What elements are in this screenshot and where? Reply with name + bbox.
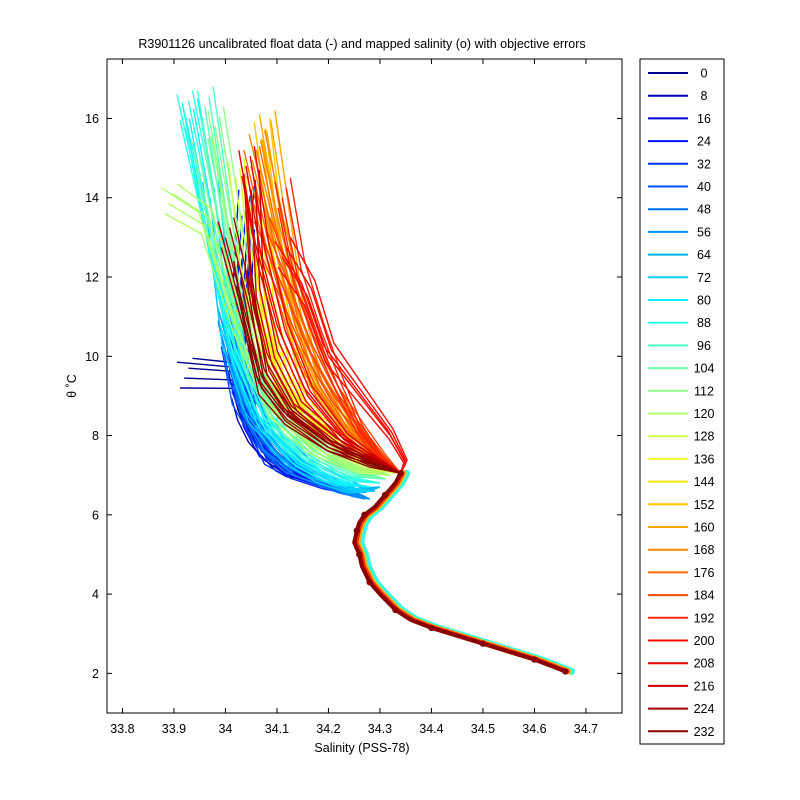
series-232-trace-0 [240, 276, 401, 474]
series-184-trace-4 [253, 221, 402, 474]
series-232-trace-4 [233, 260, 401, 474]
y-axis-ticks: 2 4 6 8 10 12 14 16 [85, 112, 622, 681]
mapped-salinity-point [353, 527, 360, 534]
legend-label-128: 128 [694, 430, 715, 444]
y-tick-label: 2 [92, 667, 99, 681]
legend-label-32: 32 [697, 157, 711, 171]
legend-label-88: 88 [697, 316, 711, 330]
y-tick-label: 16 [85, 112, 99, 126]
mapped-salinity-point [531, 656, 538, 663]
series-224-trace-3 [233, 217, 401, 474]
x-tick-label: 34.3 [368, 722, 392, 736]
series-56-trace-2 [220, 334, 370, 500]
y-tick-label: 14 [85, 191, 99, 205]
series-72-trace-4 [202, 181, 375, 492]
legend-label-216: 216 [694, 679, 715, 693]
legend-label-168: 168 [694, 543, 715, 557]
mapped-salinity-point [381, 491, 389, 499]
mapped-salinity-point [428, 624, 435, 631]
legend-label-96: 96 [697, 339, 711, 353]
mapped-salinity-point [392, 606, 399, 614]
legend-label-192: 192 [694, 611, 715, 625]
legend-label-16: 16 [697, 112, 711, 126]
legend-label-176: 176 [694, 566, 715, 580]
chart-title: R3901126 uncalibrated float data (-) and… [138, 37, 585, 51]
legend-label-160: 160 [694, 521, 715, 535]
x-tick-label: 33.8 [110, 722, 134, 736]
mapped-salinity-point [361, 511, 368, 518]
legend-label-80: 80 [697, 294, 711, 308]
legend-label-48: 48 [697, 203, 711, 217]
series-line-200 [274, 237, 408, 474]
legend-label-232: 232 [694, 725, 715, 739]
x-tick-label: 34.2 [316, 722, 340, 736]
legend-label-8: 8 [701, 89, 708, 103]
series-line-120 [161, 183, 391, 476]
mapped-salinity-point [562, 668, 569, 675]
series-200-trace-4 [274, 240, 406, 474]
x-tick-label: 34.6 [522, 722, 546, 736]
series-104-trace-0 [199, 157, 386, 480]
x-axis-ticks: 33.8 33.9 34 34.1 34.2 34.3 34.4 34.5 34.6 34.7 [110, 59, 598, 736]
y-tick-label: 8 [92, 429, 99, 443]
legend-label-184: 184 [694, 589, 715, 603]
x-tick-label: 34.7 [574, 722, 598, 736]
x-tick-label: 34.5 [471, 722, 495, 736]
legend-label-0: 0 [701, 67, 708, 81]
series-line-232 [233, 257, 401, 474]
series-216-trace-3 [258, 169, 401, 474]
series-192-trace-4 [274, 181, 402, 474]
legend-label-104: 104 [694, 362, 715, 376]
series-32-trace-2 [231, 306, 355, 496]
legend-label-120: 120 [694, 407, 715, 421]
legend-label-72: 72 [697, 271, 711, 285]
x-axis-label: Salinity (PSS-78) [314, 741, 409, 755]
legend-label-224: 224 [694, 702, 715, 716]
y-axis-label: θ ˚C [65, 374, 79, 398]
deep-profile [352, 469, 575, 675]
legend-label-40: 40 [697, 180, 711, 194]
y-tick-label: 12 [85, 271, 99, 285]
legend-label-112: 112 [694, 384, 714, 398]
series-200-trace-3 [289, 237, 408, 474]
y-tick-label: 6 [92, 508, 99, 522]
series-120-trace-0 [168, 203, 391, 476]
series-120-trace-4 [161, 187, 391, 476]
legend-label-24: 24 [697, 135, 711, 149]
mapped-salinity-point [479, 640, 487, 647]
series-72-trace-0 [209, 197, 375, 492]
x-tick-label: 34.4 [419, 722, 443, 736]
legend-label-56: 56 [697, 225, 711, 239]
mapped-salinity-point [397, 470, 404, 477]
x-tick-label: 34 [218, 722, 232, 736]
series-120-trace-2 [164, 212, 391, 476]
mapped-salinity-point [356, 551, 363, 558]
legend-label-136: 136 [694, 452, 715, 466]
x-tick-label: 34.1 [265, 722, 289, 736]
legend-label-208: 208 [694, 657, 715, 671]
legend: 0 8 16 24 32 40 48 56 64 72 80 88 96 104 112 120 128 136 1… [648, 67, 714, 739]
x-tick-label: 33.9 [162, 722, 186, 736]
legend-label-200: 200 [694, 634, 715, 648]
y-tick-label: 10 [85, 350, 99, 364]
mapped-salinity-point [366, 579, 373, 586]
legend-label-64: 64 [697, 248, 711, 262]
series-192-trace-3 [289, 177, 402, 474]
legend-box [639, 58, 725, 745]
series-88-trace-4 [176, 94, 381, 484]
legend-label-152: 152 [694, 498, 715, 512]
series-232-trace-3 [248, 257, 401, 474]
legend-label-144: 144 [694, 475, 715, 489]
series-232-trace-2 [236, 286, 401, 474]
series-72-trace-2 [205, 207, 375, 494]
plot-area [161, 86, 575, 675]
series-48-trace-2 [225, 326, 365, 500]
y-tick-label: 4 [92, 588, 99, 602]
axes-box [106, 58, 623, 714]
